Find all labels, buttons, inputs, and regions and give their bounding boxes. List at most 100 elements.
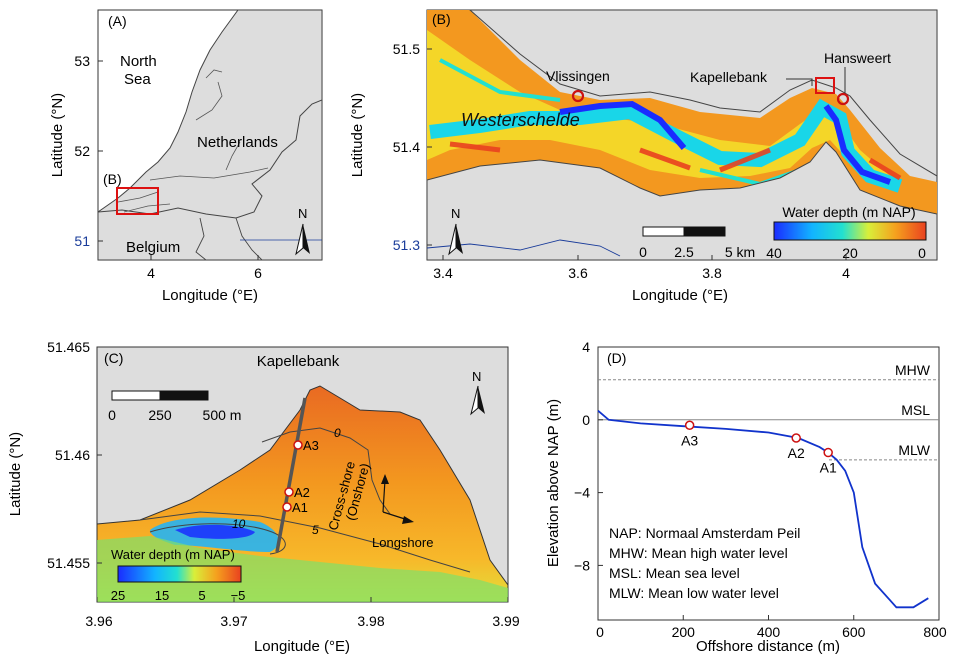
svg-text:53: 53 [74, 53, 90, 69]
panel-b-ylabel: Latitude (°N) [349, 93, 366, 177]
svg-text:0: 0 [639, 244, 647, 260]
profile-marker-a3 [684, 420, 695, 431]
panel-c-xlabel: Longitude (°E) [254, 638, 350, 655]
svg-text:51.46: 51.46 [55, 447, 90, 463]
hansweert-label: Hansweert [824, 50, 891, 66]
inset-b-label: (B) [103, 171, 122, 187]
panel-c-title: Kapellebank [257, 353, 340, 370]
scalebar-c: 0 250 500 m [108, 390, 242, 423]
svg-text:Longshore: Longshore [372, 535, 433, 550]
river-lines [117, 69, 269, 213]
svg-text:3.97: 3.97 [220, 613, 247, 629]
panel-c-ylabel: Latitude (°N) [7, 432, 24, 516]
svg-text:2.5: 2.5 [674, 244, 694, 260]
svg-text:N: N [298, 206, 307, 221]
deep-core [175, 524, 255, 539]
svg-text:N: N [472, 369, 481, 384]
north-sea-label: North [120, 53, 157, 70]
svg-text:25: 25 [111, 588, 125, 603]
y-tick-label: −8 [574, 557, 590, 573]
panel-b-x-ticks: 3.4 3.6 3.8 4 [433, 265, 850, 281]
x-tick-label: 0 [596, 624, 604, 640]
channel-cyan [429, 98, 903, 193]
panel-a-y-ticks: 53 52 51 [74, 53, 90, 249]
channel-deep [559, 100, 892, 185]
svg-text:5 km: 5 km [725, 244, 755, 260]
svg-text:MLW: Mean low water level: MLW: Mean low water level [609, 585, 779, 601]
estuary-shoals [427, 30, 890, 182]
hansweert-marker [836, 92, 850, 106]
inset-b-box [116, 187, 159, 215]
north-sea-label-2: Sea [124, 71, 151, 88]
panel-a-label: (A) [108, 13, 127, 29]
panel-d-chart: (D) MHW MSL MLW A3 A2 A1 4 0 −4 −8 0 200 400 600… [545, 339, 947, 655]
panel-a-ylabel: Latitude (°N) [49, 93, 66, 177]
panel-d-label: (D) [607, 350, 626, 366]
point-a1 [282, 502, 292, 512]
panel-c-map: (C) Kapellebank 0 250 500 m N A3 A2 A1 0… [7, 339, 520, 655]
svg-text:5: 5 [198, 588, 205, 603]
svg-text:3.96: 3.96 [85, 613, 112, 629]
longshore-annotation: Longshore [372, 511, 433, 550]
mlw-label: MLW [898, 442, 930, 458]
svg-text:51.4: 51.4 [393, 139, 420, 155]
belgium-label: Belgium [126, 239, 180, 256]
panel-a-x-ticks: 4 6 [147, 265, 262, 281]
belgium-border [195, 217, 263, 260]
panel-a-xlabel: Longitude (°E) [162, 287, 258, 304]
svg-text:−5: −5 [231, 588, 246, 603]
vlissingen-label: Vlissingen [546, 68, 610, 84]
x-tick-label: 600 [842, 624, 866, 640]
profile-marker-a2 [791, 433, 801, 443]
svg-text:51.465: 51.465 [47, 339, 90, 355]
svg-text:3.4: 3.4 [433, 265, 453, 281]
north-arrow-b: N [448, 206, 463, 256]
svg-text:Water depth (m NAP): Water depth (m NAP) [782, 204, 915, 220]
point-a2-label: A2 [294, 485, 310, 500]
profile-marker-a1 [823, 447, 833, 458]
x-tick-label: 800 [923, 624, 947, 640]
estuary-outer [427, 10, 937, 214]
svg-text:4: 4 [147, 265, 155, 281]
panel-b-y-ticks: 51.5 51.4 51.3 [393, 41, 420, 253]
svg-text:MHW: Mean high water level: MHW: Mean high water level [609, 545, 788, 561]
svg-text:51: 51 [74, 233, 90, 249]
inset-c-box [815, 77, 835, 94]
svg-text:51.3: 51.3 [393, 237, 420, 253]
contour-0-label: 0 [334, 426, 341, 440]
svg-text:51.5: 51.5 [393, 41, 420, 57]
profile-marker-label-a2: A2 [788, 445, 805, 461]
legend-text: NAP: Normaal Amsterdam Peil MHW: Mean hi… [609, 525, 800, 601]
point-a3 [293, 440, 303, 450]
y-tick-label: 0 [582, 412, 590, 428]
svg-text:NAP: Normaal Amsterdam Peil: NAP: Normaal Amsterdam Peil [609, 525, 800, 541]
point-a3-label: A3 [303, 438, 319, 453]
svg-text:0: 0 [108, 407, 116, 423]
green-band [97, 536, 508, 602]
north-land [469, 10, 937, 177]
red-bars [449, 141, 902, 181]
panel-c-x-ticks: 3.96 3.97 3.98 3.99 [85, 613, 519, 629]
y-tick-label: −4 [574, 485, 590, 501]
kapellebank-label: Kapellebank [690, 69, 768, 85]
country-border-nl-be [98, 99, 322, 219]
vlissingen-marker [571, 89, 585, 103]
point-a2 [284, 487, 294, 497]
profile-marker-label-a1: A1 [820, 460, 837, 476]
svg-text:4: 4 [842, 265, 850, 281]
panel-d-ylabel: Elevation above NAP (m) [545, 399, 562, 567]
contour-10-label: 10 [232, 517, 246, 531]
north-arrow-a: N [295, 206, 310, 256]
netherlands-label: Netherlands [197, 134, 278, 151]
msl-label: MSL [901, 402, 930, 418]
kapellebank-leader [786, 78, 813, 86]
westerschelde-label: Westerschelde [461, 110, 580, 130]
panel-d-frame [597, 346, 940, 621]
svg-text:15: 15 [155, 588, 169, 603]
svg-text:500 m: 500 m [203, 407, 242, 423]
colorbar-b: Water depth (m NAP) 40 20 0 [766, 204, 927, 261]
x-tick-label: 400 [757, 624, 781, 640]
svg-text:52: 52 [74, 143, 90, 159]
svg-text:MSL: Mean sea level: MSL: Mean sea level [609, 565, 740, 581]
contour-5-label: 5 [312, 523, 319, 537]
